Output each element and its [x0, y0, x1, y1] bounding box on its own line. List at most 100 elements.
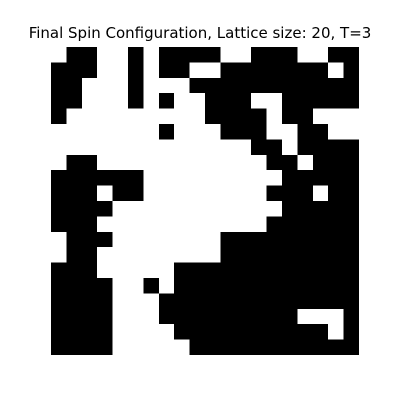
spin-cell-r8-c15: [282, 170, 298, 186]
spin-cell-r2-c6: [143, 77, 160, 94]
spin-cell-r7-c5: [128, 154, 144, 171]
spin-cell-r18-c18: [328, 324, 344, 340]
spin-cell-r16-c10: [205, 293, 221, 310]
spin-cell-r4-c12: [235, 108, 252, 125]
spin-cell-r3-c3: [97, 93, 113, 109]
spin-cell-r9-c5: [128, 185, 144, 202]
spin-cell-r8-c8: [174, 170, 190, 186]
spin-cell-r5-c0: [51, 124, 67, 140]
spin-cell-r12-c9: [189, 231, 206, 248]
spin-cell-r19-c16: [297, 339, 314, 355]
spin-cell-r3-c5: [128, 93, 144, 109]
spin-cell-r19-c19: [343, 339, 359, 355]
spin-cell-r18-c16: [297, 324, 314, 340]
spin-cell-r14-c8: [174, 262, 190, 279]
spin-cell-r17-c9: [189, 308, 206, 325]
spin-cell-r18-c17: [312, 324, 329, 340]
spin-cell-r18-c3: [97, 324, 113, 340]
spin-cell-r16-c2: [81, 293, 98, 310]
spin-cell-r0-c15: [282, 47, 298, 63]
spin-cell-r14-c15: [282, 262, 298, 279]
spin-cell-r18-c10: [205, 324, 221, 340]
spin-cell-r6-c1: [66, 139, 83, 156]
spin-cell-r9-c11: [220, 185, 237, 202]
spin-cell-r6-c4: [112, 139, 129, 156]
spin-cell-r18-c7: [158, 324, 175, 340]
spin-cell-r6-c13: [251, 139, 267, 156]
spin-cell-r8-c2: [81, 170, 98, 186]
spin-cell-r15-c13: [251, 278, 267, 294]
spin-cell-r1-c16: [297, 62, 314, 79]
spin-cell-r1-c3: [97, 62, 113, 79]
spin-cell-r15-c9: [189, 278, 206, 294]
spin-cell-r7-c18: [328, 154, 344, 171]
spin-cell-r0-c7: [158, 47, 175, 63]
spin-cell-r0-c14: [266, 47, 283, 63]
spin-cell-r17-c2: [81, 308, 98, 325]
spin-cell-r15-c3: [97, 278, 113, 294]
spin-cell-r17-c11: [220, 308, 237, 325]
spin-cell-r10-c6: [143, 201, 160, 217]
spin-cell-r17-c13: [251, 308, 267, 325]
spin-cell-r1-c6: [143, 62, 160, 79]
spin-cell-r9-c1: [66, 185, 83, 202]
spin-cell-r0-c13: [251, 47, 267, 63]
spin-cell-r18-c0: [51, 324, 67, 340]
spin-cell-r1-c4: [112, 62, 129, 79]
spin-cell-r11-c19: [343, 216, 359, 233]
spin-cell-r14-c9: [189, 262, 206, 279]
spin-cell-r18-c8: [174, 324, 190, 340]
spin-cell-r9-c3: [97, 185, 113, 202]
spin-cell-r11-c5: [128, 216, 144, 233]
spin-cell-r1-c12: [235, 62, 252, 79]
spin-cell-r3-c14: [266, 93, 283, 109]
spin-cell-r14-c4: [112, 262, 129, 279]
spin-cell-r15-c17: [312, 278, 329, 294]
spin-cell-r14-c3: [97, 262, 113, 279]
spin-cell-r19-c6: [143, 339, 160, 355]
spin-cell-r15-c0: [51, 278, 67, 294]
spin-cell-r7-c0: [51, 154, 67, 171]
spin-cell-r2-c19: [343, 77, 359, 94]
spin-cell-r12-c3: [97, 231, 113, 248]
spin-cell-r15-c18: [328, 278, 344, 294]
spin-cell-r10-c9: [189, 201, 206, 217]
spin-cell-r7-c2: [81, 154, 98, 171]
spin-cell-r8-c13: [251, 170, 267, 186]
spin-cell-r12-c16: [297, 231, 314, 248]
spin-cell-r2-c11: [220, 77, 237, 94]
spin-cell-r1-c0: [51, 62, 67, 79]
spin-cell-r11-c17: [312, 216, 329, 233]
spin-cell-r12-c11: [220, 231, 237, 248]
spin-cell-r13-c6: [143, 247, 160, 263]
spin-cell-r18-c13: [251, 324, 267, 340]
spin-cell-r17-c17: [312, 308, 329, 325]
spin-cell-r12-c7: [158, 231, 175, 248]
spin-cell-r16-c19: [343, 293, 359, 310]
spin-cell-r17-c15: [282, 308, 298, 325]
spin-cell-r3-c9: [189, 93, 206, 109]
spin-cell-r11-c2: [81, 216, 98, 233]
spin-cell-r4-c7: [158, 108, 175, 125]
spin-cell-r11-c10: [205, 216, 221, 233]
spin-cell-r12-c5: [128, 231, 144, 248]
spin-cell-r14-c10: [205, 262, 221, 279]
spin-cell-r16-c11: [220, 293, 237, 310]
spin-cell-r4-c19: [343, 108, 359, 125]
spin-cell-r9-c10: [205, 185, 221, 202]
spin-cell-r19-c14: [266, 339, 283, 355]
spin-cell-r16-c17: [312, 293, 329, 310]
spin-cell-r14-c12: [235, 262, 252, 279]
spin-cell-r2-c0: [51, 77, 67, 94]
spin-cell-r19-c13: [251, 339, 267, 355]
spin-cell-r1-c10: [205, 62, 221, 79]
spin-cell-r0-c3: [97, 47, 113, 63]
spin-cell-r8-c12: [235, 170, 252, 186]
spin-cell-r9-c8: [174, 185, 190, 202]
spin-cell-r13-c3: [97, 247, 113, 263]
spin-cell-r1-c9: [189, 62, 206, 79]
spin-cell-r13-c2: [81, 247, 98, 263]
spin-cell-r8-c7: [158, 170, 175, 186]
spin-cell-r5-c10: [205, 124, 221, 140]
spin-cell-r3-c11: [220, 93, 237, 109]
